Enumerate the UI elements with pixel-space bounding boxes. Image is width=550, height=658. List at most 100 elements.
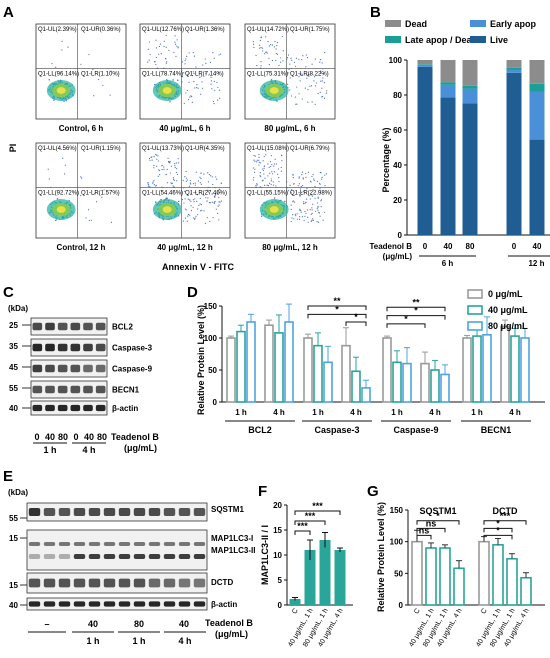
flow-event bbox=[94, 193, 96, 195]
flow-event bbox=[214, 200, 216, 203]
flow-event bbox=[219, 201, 221, 203]
bar bbox=[303, 337, 313, 403]
flow-event bbox=[253, 46, 255, 49]
flow-event bbox=[190, 193, 192, 195]
flow-event bbox=[311, 63, 313, 65]
flow-event bbox=[306, 188, 308, 190]
flow-event bbox=[261, 168, 263, 170]
flow-plot-frame bbox=[244, 142, 336, 239]
flow-event bbox=[183, 72, 185, 74]
chart-f-ytick-label: 15 bbox=[273, 526, 282, 535]
flow-event bbox=[188, 81, 190, 83]
flow-event bbox=[152, 182, 154, 184]
flow-event bbox=[321, 178, 323, 180]
flow-event bbox=[158, 169, 160, 171]
flow-event bbox=[196, 194, 199, 196]
flow-event bbox=[190, 200, 192, 203]
flow-event bbox=[197, 87, 199, 89]
flow-event bbox=[278, 180, 280, 183]
flow-event bbox=[155, 185, 157, 187]
flow-event bbox=[177, 46, 179, 48]
bar bbox=[402, 362, 412, 403]
flow-event bbox=[318, 212, 321, 214]
flow-event bbox=[191, 101, 193, 103]
flow-event bbox=[219, 188, 221, 190]
flow-event bbox=[194, 182, 196, 184]
flow-event bbox=[156, 165, 158, 167]
flow-event bbox=[313, 179, 315, 181]
band bbox=[193, 578, 206, 588]
chart-g-xtick-label: C bbox=[480, 608, 489, 616]
quadrant-ul-label: Q1-UL(12.76%) bbox=[142, 27, 184, 33]
flow-event bbox=[302, 190, 304, 192]
significance-label: * bbox=[496, 525, 500, 535]
flow-event bbox=[207, 181, 210, 183]
flow-ylabel: PI bbox=[8, 144, 18, 153]
blot-e-membrane bbox=[26, 572, 208, 594]
flow-event bbox=[301, 59, 303, 61]
flow-event bbox=[195, 191, 197, 194]
significance-label: * bbox=[354, 312, 358, 322]
stacked-bar-segment bbox=[506, 67, 522, 70]
band bbox=[148, 601, 161, 607]
flow-event bbox=[211, 201, 213, 203]
flow-event bbox=[270, 155, 272, 157]
flow-event bbox=[189, 183, 192, 185]
flow-event bbox=[296, 218, 299, 220]
band bbox=[58, 542, 71, 546]
flow-event bbox=[301, 171, 304, 173]
band bbox=[58, 601, 71, 607]
flow-event bbox=[273, 171, 276, 173]
flow-event bbox=[291, 217, 293, 219]
flow-event bbox=[196, 200, 198, 202]
flow-event bbox=[192, 217, 195, 219]
band bbox=[32, 385, 43, 394]
flow-event bbox=[56, 198, 59, 200]
flow-event bbox=[255, 54, 257, 57]
density-core bbox=[56, 87, 66, 94]
group-label: 6 h bbox=[442, 259, 454, 268]
bar bbox=[506, 557, 518, 606]
flow-event bbox=[281, 154, 283, 156]
flow-event bbox=[165, 62, 167, 64]
flow-event bbox=[177, 200, 180, 203]
chart-b-xtick-label: 40 bbox=[533, 242, 542, 251]
flow-event bbox=[61, 40, 63, 42]
flow-event bbox=[189, 214, 191, 216]
flow-event bbox=[203, 173, 205, 175]
band bbox=[73, 542, 86, 546]
flow-event bbox=[294, 213, 296, 215]
flow-event bbox=[263, 173, 265, 175]
flow-event bbox=[148, 41, 150, 43]
flow-event bbox=[272, 173, 274, 175]
flow-event bbox=[304, 202, 306, 204]
flow-event bbox=[261, 180, 264, 182]
flow-event bbox=[256, 183, 258, 185]
chart-b-xtick-label: 40 bbox=[444, 242, 453, 251]
flow-event bbox=[185, 58, 187, 60]
quadrant-ll-label: Q1-LL(75.31%) bbox=[247, 72, 288, 78]
bar bbox=[453, 567, 465, 606]
flow-event bbox=[167, 157, 169, 159]
flow-event bbox=[267, 175, 269, 177]
flow-event bbox=[314, 185, 316, 188]
flow-event bbox=[326, 90, 328, 92]
flow-event bbox=[304, 215, 306, 217]
flow-event bbox=[204, 58, 206, 60]
flow-event bbox=[191, 75, 194, 77]
flow-event bbox=[195, 215, 197, 217]
kda-marker: 45 bbox=[9, 363, 18, 372]
flow-event bbox=[316, 208, 318, 210]
flow-event bbox=[292, 183, 295, 185]
flow-event bbox=[282, 60, 284, 62]
flow-event bbox=[306, 209, 309, 211]
flow-plot: Q1-UL(14.72%) Q1-UR(1.75%) Q1-LL(75.31%) Q1… bbox=[244, 23, 336, 133]
band bbox=[193, 542, 206, 546]
flow-event bbox=[311, 195, 314, 197]
flow-event bbox=[295, 215, 297, 217]
flow-event bbox=[202, 64, 204, 66]
flow-event bbox=[63, 100, 65, 102]
flow-event bbox=[293, 194, 295, 196]
bar bbox=[392, 361, 402, 403]
